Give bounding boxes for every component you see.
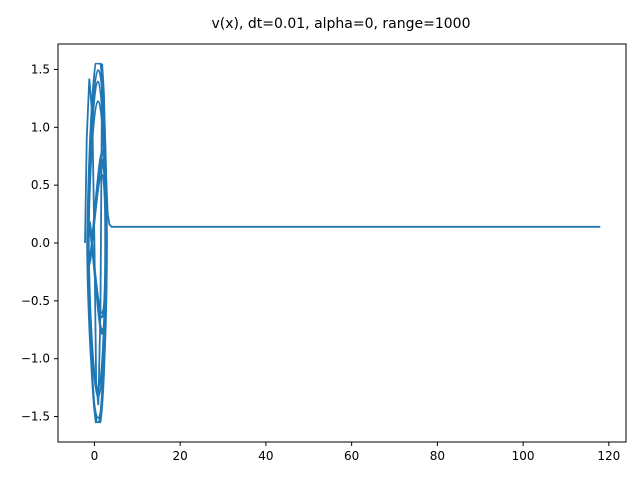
y-axis-ticks: −1.5 −1.0 −0.5 0.0 0.5 1.0 1.5: [21, 62, 58, 424]
x-tick-label: 20: [173, 449, 188, 463]
y-tick-label: 0.5: [31, 178, 50, 192]
y-tick-label: 0.0: [31, 236, 50, 250]
x-tick-label: 60: [344, 449, 359, 463]
axes-frame: [57, 43, 627, 443]
y-tick-label: −1.5: [21, 410, 50, 424]
chart-title: v(x), dt=0.01, alpha=0, range=1000: [212, 16, 471, 32]
x-tick-label: 40: [258, 449, 273, 463]
x-axis-ticks: 0 20 40 60 80 100 120: [91, 442, 620, 463]
x-tick-label: 80: [430, 449, 445, 463]
plot-area: [84, 62, 601, 424]
y-tick-label: −0.5: [21, 294, 50, 308]
y-tick-label: −1.0: [21, 352, 50, 366]
x-tick-label: 100: [512, 449, 535, 463]
series-line: [84, 63, 601, 406]
x-tick-label: 0: [91, 449, 99, 463]
y-tick-label: 1.5: [31, 62, 50, 76]
series-transient-line: [86, 62, 108, 424]
x-tick-label: 120: [597, 449, 620, 463]
y-tick-label: 1.0: [31, 120, 50, 134]
